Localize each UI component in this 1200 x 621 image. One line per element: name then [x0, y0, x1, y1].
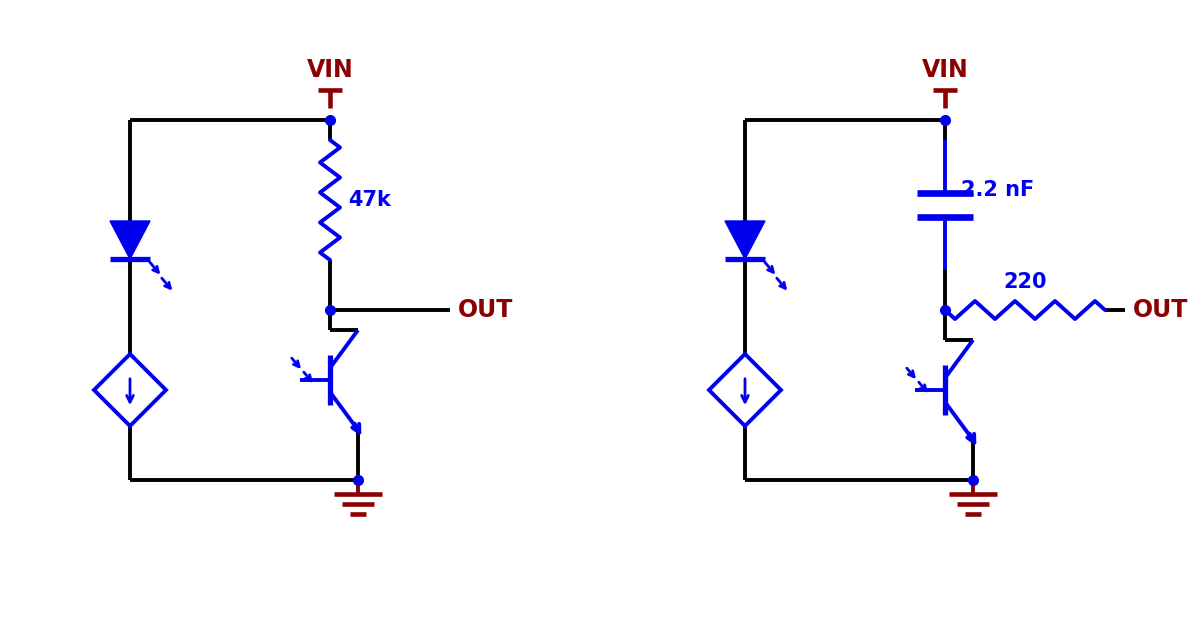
Text: 47k: 47k: [348, 190, 391, 210]
Text: VIN: VIN: [307, 58, 353, 82]
Text: 220: 220: [1003, 272, 1046, 292]
Text: OUT: OUT: [458, 298, 514, 322]
Polygon shape: [709, 354, 781, 426]
Text: VIN: VIN: [922, 58, 968, 82]
Text: 2.2 nF: 2.2 nF: [961, 180, 1034, 200]
Polygon shape: [94, 354, 166, 426]
Polygon shape: [110, 221, 150, 259]
Polygon shape: [725, 221, 766, 259]
Text: OUT: OUT: [1133, 298, 1188, 322]
